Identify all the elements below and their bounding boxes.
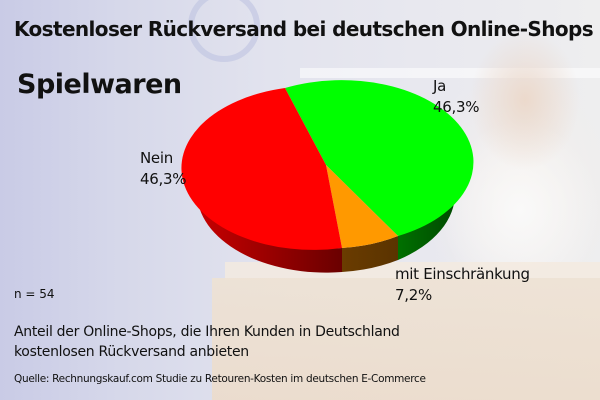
label-nein-value: 46,3% [140, 170, 187, 188]
chart-subtitle: Spielwaren [17, 69, 182, 100]
pie-slice-ja [285, 80, 474, 237]
label-mit-name: mit Einschränkung [395, 265, 530, 283]
chart-title: Kostenloser Rückversand bei deutschen On… [14, 17, 594, 41]
label-mit-value: 7,2% [395, 286, 432, 304]
label-ja-value: 46,3% [433, 98, 480, 116]
source-note: Quelle: Rechnungskauf.com Studie zu Reto… [14, 373, 426, 385]
description-line-1: Anteil der Online-Shops, die Ihren Kunde… [14, 324, 400, 340]
sample-size: n = 54 [14, 287, 55, 301]
chart-description: Anteil der Online-Shops, die Ihren Kunde… [14, 322, 400, 362]
label-nein-name: Nein [140, 149, 173, 167]
pie-side [196, 168, 456, 273]
label-ja: Ja 46,3% [433, 76, 479, 118]
label-nein: Nein 46,3% [140, 148, 186, 190]
background-clock [188, 0, 260, 62]
background-box [212, 278, 600, 400]
description-line-2: kostenlosen Rückversand anbieten [14, 344, 249, 360]
pie-slice-mit-einschraenkung [326, 165, 398, 248]
label-ja-name: Ja [433, 77, 447, 95]
label-mit-einschraenkung: mit Einschränkung 7,2% [395, 264, 530, 306]
pie-slice-nein [181, 88, 342, 250]
